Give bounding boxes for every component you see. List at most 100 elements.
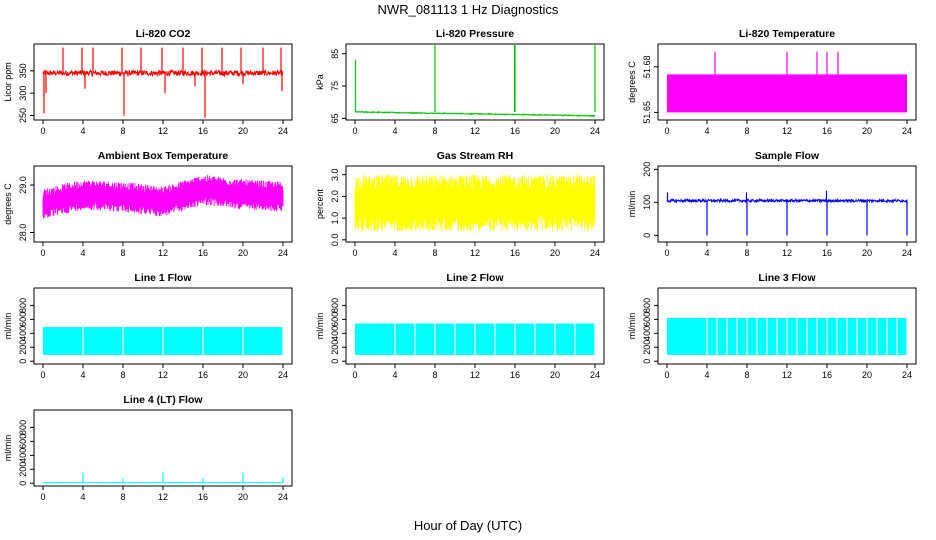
x-tick-label: 12: [470, 370, 480, 380]
x-tick-label: 20: [238, 370, 248, 380]
x-tick-label: 8: [744, 248, 749, 258]
plot-frame: [345, 43, 605, 121]
y-tick-label: 0: [18, 481, 28, 486]
x-tick-label: 0: [352, 248, 357, 258]
y-tick-label: 28.0: [18, 224, 28, 242]
x-axis-caption: Hour of Day (UTC): [413, 518, 523, 533]
y-tick-label: 51.65: [642, 101, 652, 124]
panel-title: Li-820 Pressure: [436, 28, 514, 40]
y-tick-label: 2.0: [330, 190, 340, 203]
y-axis-label: kPa: [315, 74, 325, 90]
x-tick-label: 4: [392, 126, 397, 136]
x-tick-label: 12: [782, 126, 792, 136]
x-tick-label: 4: [80, 370, 85, 380]
y-axis-label: degrees C: [627, 61, 637, 103]
series-band: [42, 175, 284, 219]
x-tick-label: 0: [664, 126, 669, 136]
panel-1: Li-820 Pressure kPa 0 4 8 12 16 20 24 65 75 85: [315, 28, 605, 136]
series-marks: [42, 175, 284, 219]
y-tick-label: 100: [642, 195, 652, 210]
y-tick-label: 350: [18, 63, 28, 78]
panel-title: Line 1 Flow: [134, 272, 192, 284]
x-tick-label: 20: [862, 370, 872, 380]
x-tick-label: 16: [822, 126, 832, 136]
x-tick-label: 0: [664, 370, 669, 380]
x-tick-label: 4: [80, 126, 85, 136]
x-tick-label: 4: [704, 370, 709, 380]
y-tick-label: 400: [18, 326, 28, 341]
y-tick-label: 200: [330, 340, 340, 355]
y-axis-label: ml/min: [627, 313, 637, 340]
y-axis-label: ml/min: [315, 313, 325, 340]
y-tick-label: 600: [18, 434, 28, 449]
y-tick-label: 0: [642, 233, 652, 238]
series-line: [42, 68, 284, 78]
x-tick-label: 24: [590, 248, 600, 258]
y-tick-label: 75: [330, 81, 340, 91]
x-tick-label: 0: [664, 248, 669, 258]
x-tick-label: 8: [120, 248, 125, 258]
y-tick-label: 85: [330, 49, 340, 59]
series-marks: [354, 174, 596, 232]
x-tick-label: 16: [198, 248, 208, 258]
y-tick-label: 300: [18, 86, 28, 101]
panel-title: Ambient Box Temperature: [98, 150, 229, 162]
y-axis-label: degrees C: [3, 183, 13, 225]
y-tick-label: 400: [330, 326, 340, 341]
y-axis-label: Licor ppm: [3, 62, 13, 102]
panel-title: Line 4 (LT) Flow: [123, 394, 203, 406]
x-tick-label: 12: [782, 248, 792, 258]
y-tick-label: 65: [330, 113, 340, 123]
panel-8: Line 3 Flow ml/min 0 4 8 12 16 20 24 0 20040060080…: [627, 272, 917, 380]
x-tick-label: 16: [822, 370, 832, 380]
x-tick-label: 24: [902, 248, 912, 258]
x-tick-label: 0: [40, 126, 45, 136]
x-tick-label: 4: [704, 126, 709, 136]
series-marks: [666, 190, 908, 236]
x-tick-label: 0: [40, 248, 45, 258]
x-tick-label: 0: [352, 370, 357, 380]
y-tick-label: 0: [330, 359, 340, 364]
x-tick-label: 24: [902, 126, 912, 136]
panel-7: Line 2 Flow ml/min 0 4 8 12 16 20 24 0 20040060080…: [315, 272, 605, 380]
x-tick-label: 12: [158, 370, 168, 380]
x-tick-label: 20: [550, 370, 560, 380]
x-tick-label: 12: [158, 492, 168, 502]
series-band: [667, 74, 907, 113]
y-tick-label: 29.0: [18, 176, 28, 194]
x-tick-label: 8: [120, 370, 125, 380]
y-axis-label: ml/min: [3, 435, 13, 462]
panel-title: Li-820 Temperature: [739, 28, 835, 40]
panel-title: Gas Stream RH: [437, 150, 513, 162]
series-marks: [354, 45, 596, 118]
y-axis-label: ml/min: [3, 313, 13, 340]
x-tick-label: 20: [238, 248, 248, 258]
x-tick-label: 16: [510, 126, 520, 136]
y-tick-label: 0: [642, 359, 652, 364]
x-tick-label: 12: [158, 126, 168, 136]
x-tick-label: 24: [590, 370, 600, 380]
y-tick-label: 200: [642, 162, 652, 177]
panel-title: Sample Flow: [755, 150, 820, 162]
y-tick-label: 400: [642, 326, 652, 341]
figure-title: NWR_081113 1 Hz Diagnostics: [377, 2, 559, 17]
y-tick-label: 51.68: [642, 56, 652, 79]
y-tick-label: 0.0: [330, 234, 340, 247]
series-marks: [667, 51, 907, 113]
y-tick-label: 200: [18, 340, 28, 355]
y-tick-label: 600: [18, 312, 28, 327]
x-tick-label: 16: [510, 370, 520, 380]
x-tick-label: 8: [432, 370, 437, 380]
x-tick-label: 16: [822, 248, 832, 258]
series-marks: [43, 326, 284, 355]
x-tick-label: 12: [470, 248, 480, 258]
panel-title: Line 2 Flow: [446, 272, 504, 284]
y-tick-label: 250: [18, 108, 28, 123]
x-tick-label: 12: [782, 370, 792, 380]
series-marks: [667, 316, 908, 355]
y-tick-label: 400: [18, 448, 28, 463]
y-tick-label: 200: [18, 462, 28, 477]
x-tick-label: 24: [278, 248, 288, 258]
panel-title: Li-820 CO2: [136, 28, 191, 40]
